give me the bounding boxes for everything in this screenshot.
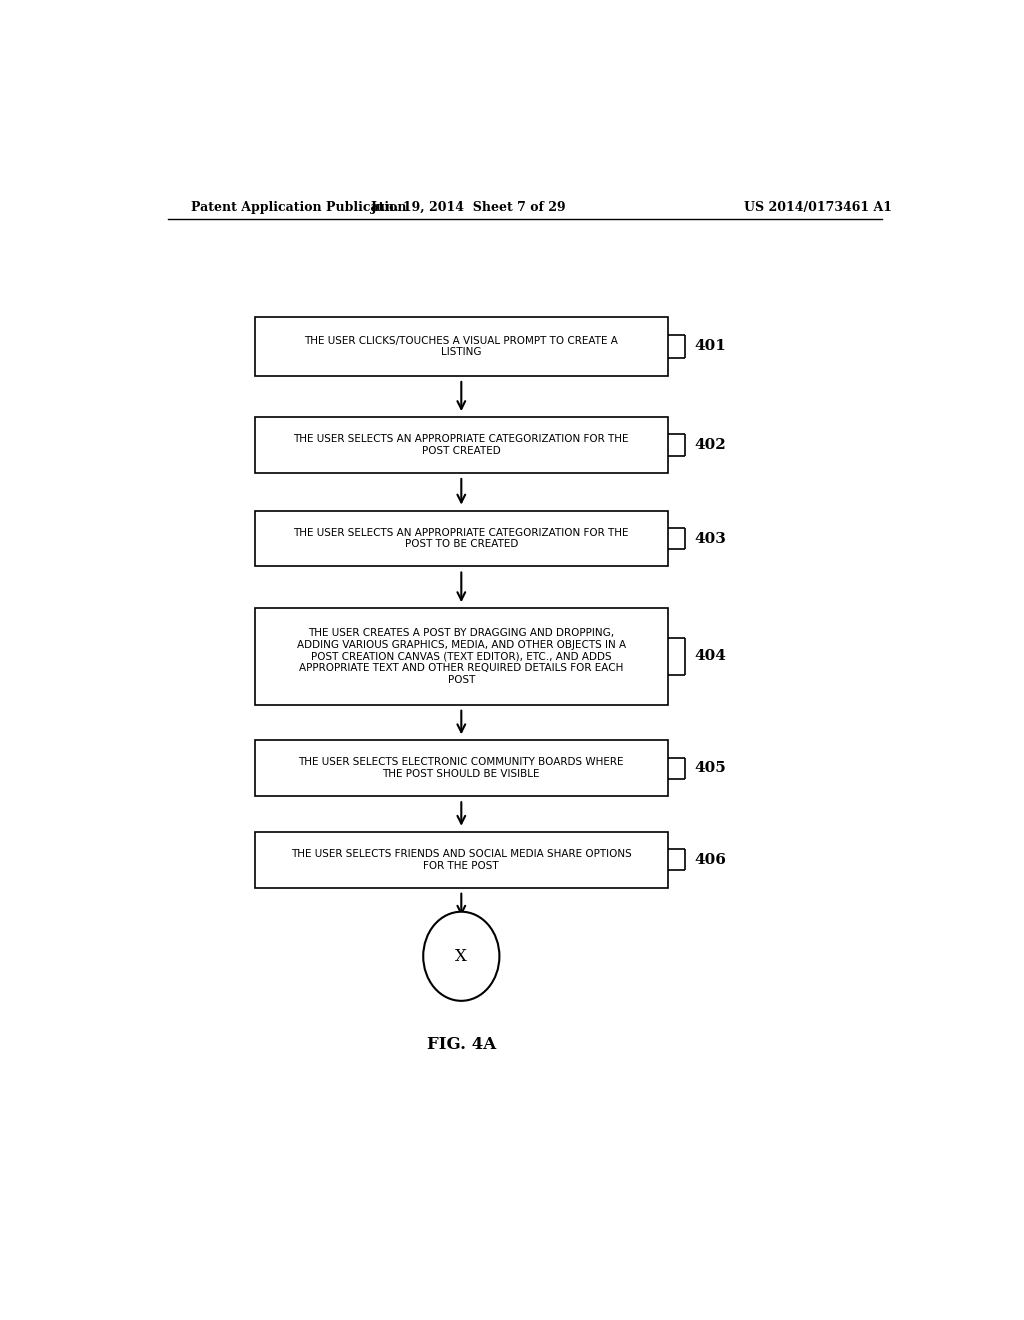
Text: THE USER CREATES A POST BY DRAGGING AND DROPPING,
ADDING VARIOUS GRAPHICS, MEDIA: THE USER CREATES A POST BY DRAGGING AND …	[297, 628, 626, 685]
Text: 405: 405	[694, 762, 726, 775]
FancyBboxPatch shape	[255, 832, 668, 887]
Text: 406: 406	[694, 853, 726, 867]
Text: US 2014/0173461 A1: US 2014/0173461 A1	[744, 201, 893, 214]
Text: X: X	[456, 948, 467, 965]
FancyBboxPatch shape	[255, 417, 668, 473]
Text: THE USER SELECTS ELECTRONIC COMMUNITY BOARDS WHERE
THE POST SHOULD BE VISIBLE: THE USER SELECTS ELECTRONIC COMMUNITY BO…	[299, 758, 624, 779]
FancyBboxPatch shape	[255, 317, 668, 376]
Text: THE USER SELECTS AN APPROPRIATE CATEGORIZATION FOR THE
POST CREATED: THE USER SELECTS AN APPROPRIATE CATEGORI…	[294, 434, 629, 455]
Text: Patent Application Publication: Patent Application Publication	[191, 201, 407, 214]
Text: 401: 401	[694, 339, 726, 354]
Text: 403: 403	[694, 532, 726, 545]
FancyBboxPatch shape	[255, 511, 668, 566]
FancyBboxPatch shape	[255, 609, 668, 705]
Text: 404: 404	[694, 649, 726, 664]
Ellipse shape	[423, 912, 500, 1001]
Text: THE USER SELECTS FRIENDS AND SOCIAL MEDIA SHARE OPTIONS
FOR THE POST: THE USER SELECTS FRIENDS AND SOCIAL MEDI…	[291, 849, 632, 870]
Text: Jun. 19, 2014  Sheet 7 of 29: Jun. 19, 2014 Sheet 7 of 29	[372, 201, 567, 214]
Text: THE USER SELECTS AN APPROPRIATE CATEGORIZATION FOR THE
POST TO BE CREATED: THE USER SELECTS AN APPROPRIATE CATEGORI…	[294, 528, 629, 549]
Text: FIG. 4A: FIG. 4A	[427, 1036, 496, 1053]
Text: 402: 402	[694, 438, 726, 451]
Text: THE USER CLICKS/TOUCHES A VISUAL PROMPT TO CREATE A
LISTING: THE USER CLICKS/TOUCHES A VISUAL PROMPT …	[304, 335, 618, 358]
FancyBboxPatch shape	[255, 741, 668, 796]
